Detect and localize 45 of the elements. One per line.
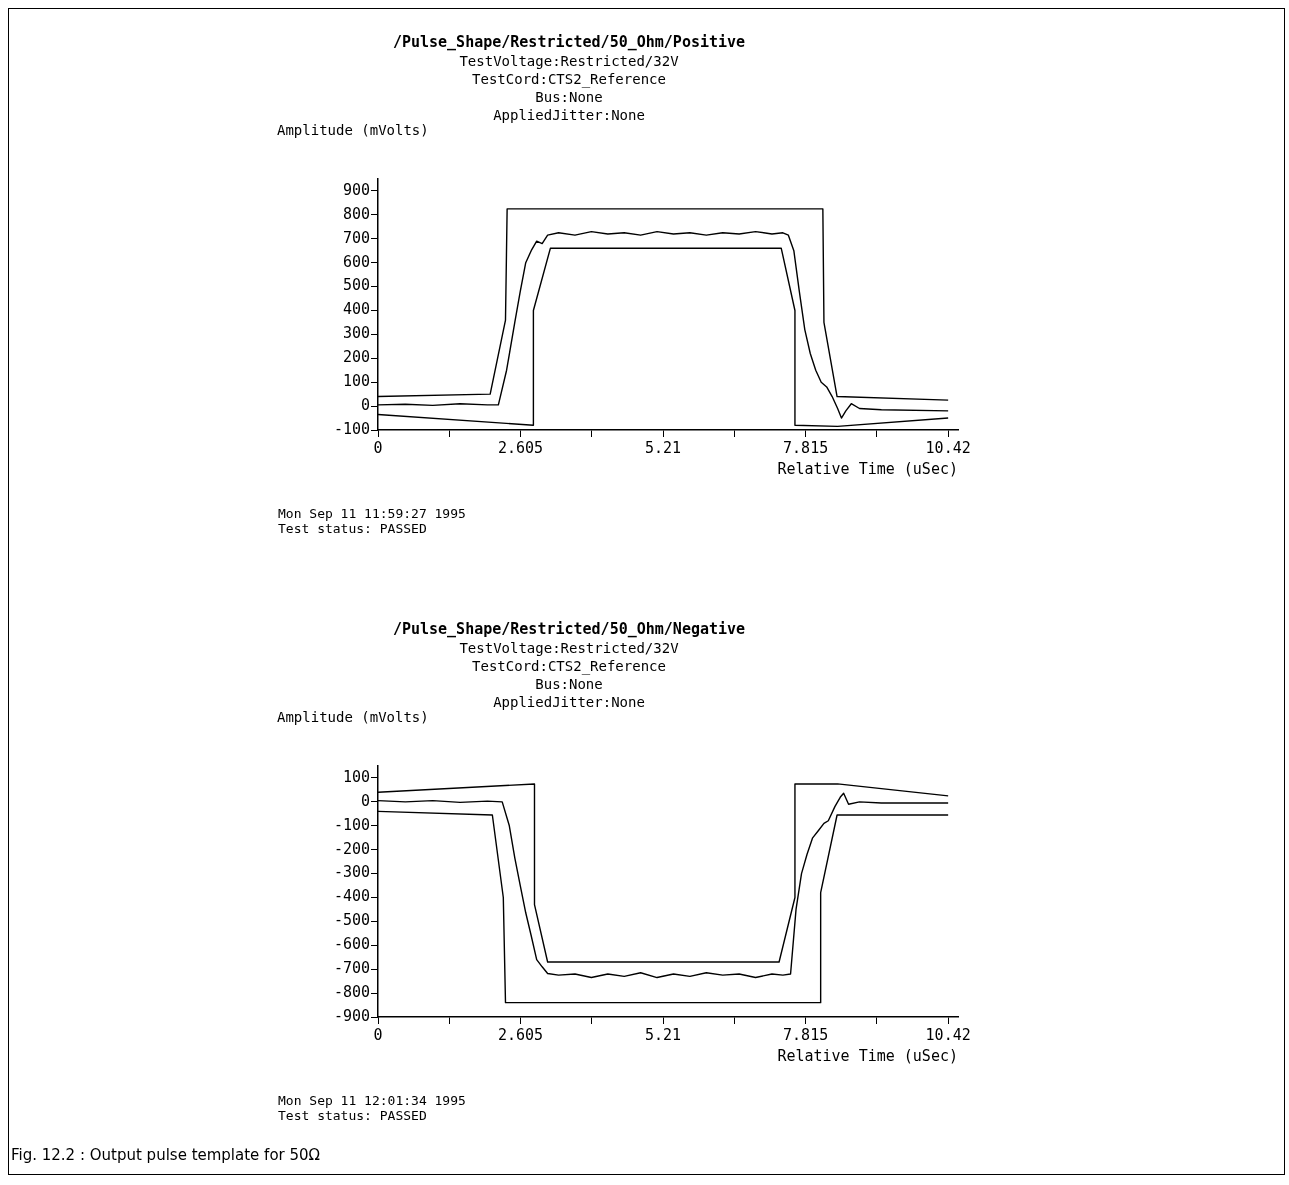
chart-subtitle: TestVoltage:Restricted/32V TestCord:CTS2_Reference Bus:None AppliedJitter:None (458, 639, 680, 710)
text: Test status: PASSED (278, 1108, 427, 1123)
x-tick-label: 0 (373, 438, 383, 457)
y-tick-label: -100 (333, 419, 370, 438)
y-tick-label: -600 (333, 935, 370, 954)
y-tick-label: 600 (342, 252, 370, 271)
y-tick-label: 700 (342, 228, 370, 247)
x-tick-label: 5.21 (645, 1025, 682, 1044)
y-axis-title: Amplitude (mVolts) (277, 709, 429, 725)
x-tick-label: 10.42 (925, 1025, 971, 1044)
text: Mon Sep 11 11:59:27 1995 (278, 506, 466, 521)
y-tick-label: 200 (342, 348, 370, 367)
text: Mon Sep 11 12:01:34 1995 (278, 1093, 466, 1108)
y-tick-label: -800 (333, 982, 370, 1001)
x-tick-label: 7.815 (783, 1025, 829, 1044)
x-axis-title: Relative Time (uSec) (777, 1046, 958, 1065)
x-tick-label: 7.815 (783, 438, 829, 457)
x-tick-label: 0 (373, 1025, 383, 1044)
y-tick-label: -400 (333, 887, 370, 906)
x-tick-label: 2.605 (497, 438, 544, 457)
y-tick-label: 100 (342, 767, 370, 786)
y-axis-title: Amplitude (mVolts) (277, 122, 429, 138)
y-tick-label: -900 (333, 1006, 370, 1025)
chart-title: /Pulse_Shape/Restricted/50_Ohm/Positive (391, 33, 747, 52)
chart-subtitle: TestVoltage:Restricted/32V TestCord:CTS2_Reference Bus:None AppliedJitter:None (458, 52, 680, 123)
y-tick-label: -100 (333, 815, 370, 834)
y-tick-label: 0 (360, 791, 370, 810)
caption: Fig. 12.2 : Output pulse template for 50Ω (11, 1146, 321, 1164)
x-tick-label: 2.605 (497, 1025, 544, 1044)
y-tick-label: -500 (333, 911, 370, 930)
y-tick-label: 100 (342, 372, 370, 391)
y-tick-label: 0 (360, 395, 370, 414)
y-tick-label: 500 (342, 276, 370, 295)
y-tick-label: 400 (342, 300, 370, 319)
x-axis-title: Relative Time (uSec) (777, 459, 958, 478)
text: Test status: PASSED (278, 521, 427, 536)
chart-title: /Pulse_Shape/Restricted/50_Ohm/Negative (391, 620, 747, 639)
y-tick-label: -300 (333, 863, 370, 882)
y-tick-label: 900 (342, 180, 370, 199)
y-tick-label: 300 (342, 324, 370, 343)
y-tick-label: -700 (333, 959, 370, 978)
x-tick-label: 10.42 (925, 438, 971, 457)
y-tick-label: 800 (342, 204, 370, 223)
y-tick-label: -200 (333, 839, 370, 858)
x-tick-label: 5.21 (645, 438, 682, 457)
